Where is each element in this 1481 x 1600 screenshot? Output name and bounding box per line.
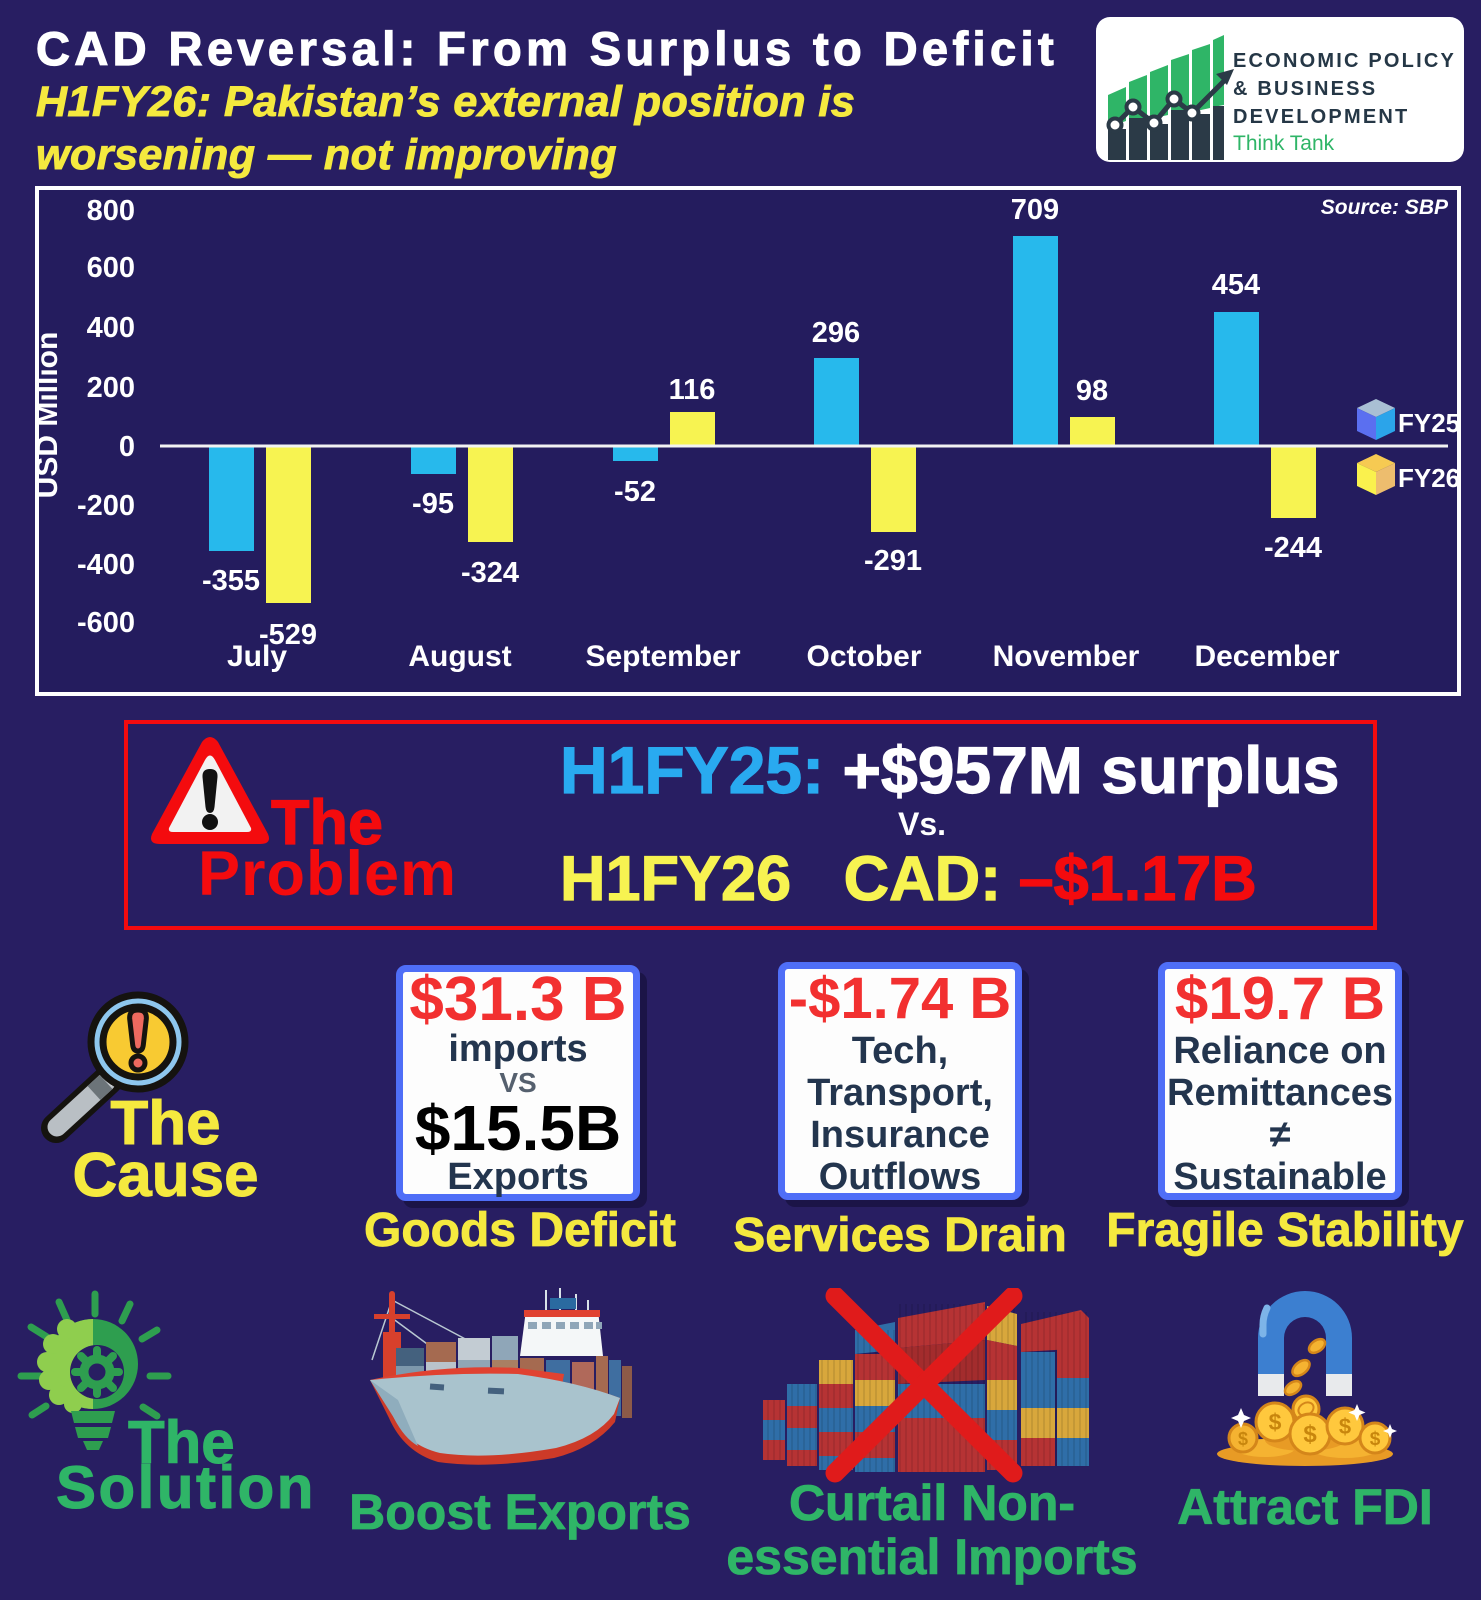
svg-text:-400: -400 (77, 549, 135, 581)
svg-text:-244: -244 (1264, 532, 1322, 564)
svg-text:Think Tank: Think Tank (1233, 132, 1335, 155)
svg-text:116: 116 (669, 374, 716, 406)
svg-text:FY26: FY26 (1398, 463, 1460, 493)
svg-text:-95: -95 (412, 488, 454, 520)
svg-text:$: $ (1269, 1409, 1282, 1435)
svg-text:USD Million: USD Million (35, 332, 64, 499)
svg-text:October: October (806, 640, 921, 673)
svg-text:ECONOMIC POLICY: ECONOMIC POLICY (1233, 50, 1456, 72)
svg-text:$: $ (1339, 1414, 1351, 1439)
svg-text:$: $ (1303, 1421, 1317, 1448)
svg-text:Source: SBP: Source: SBP (1321, 196, 1449, 219)
svg-text:-291: -291 (864, 545, 922, 577)
svg-text:$: $ (1238, 1429, 1248, 1449)
svg-text:-529: -529 (259, 619, 317, 651)
svg-text:& BUSINESS: & BUSINESS (1233, 78, 1377, 100)
svg-text:800: 800 (87, 195, 135, 227)
svg-text:$: $ (1370, 1429, 1381, 1450)
svg-text:DEVELOPMENT: DEVELOPMENT (1233, 106, 1409, 128)
svg-text:-355: -355 (202, 565, 260, 597)
svg-text:200: 200 (87, 372, 135, 404)
svg-text:FY25: FY25 (1398, 408, 1460, 438)
svg-text:July: July (227, 640, 287, 673)
svg-text:-600: -600 (77, 607, 135, 639)
svg-text:98: 98 (1076, 375, 1108, 407)
svg-text:400: 400 (87, 312, 135, 344)
svg-text:454: 454 (1212, 269, 1260, 301)
svg-text:600: 600 (87, 252, 135, 284)
svg-text:September: September (585, 640, 740, 673)
svg-text:November: November (993, 640, 1140, 673)
svg-text:-200: -200 (77, 490, 135, 522)
svg-text:-52: -52 (614, 476, 656, 508)
svg-text:709: 709 (1011, 194, 1059, 226)
svg-text:-324: -324 (461, 557, 519, 589)
svg-text:296: 296 (812, 317, 860, 349)
svg-text:August: August (408, 640, 511, 673)
svg-text:0: 0 (119, 431, 135, 463)
svg-text:December: December (1194, 640, 1339, 673)
